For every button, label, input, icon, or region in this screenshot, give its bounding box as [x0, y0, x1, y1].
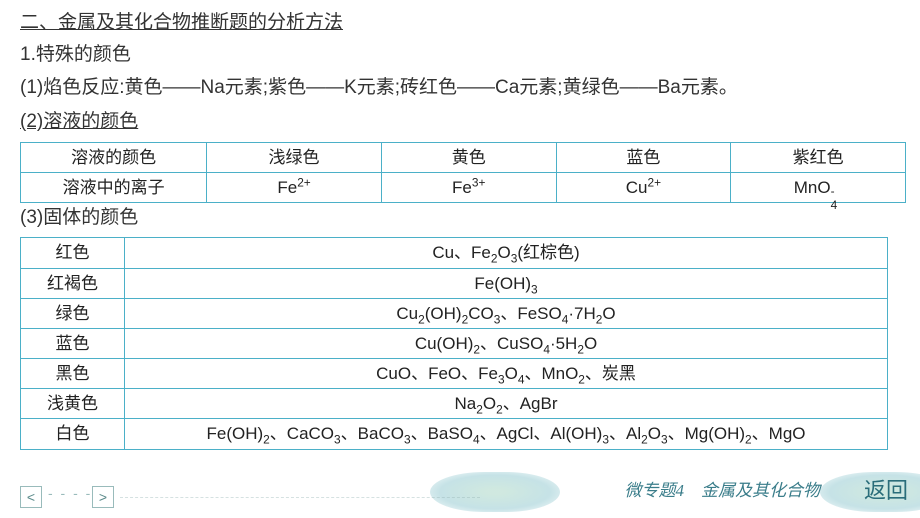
cell: Fe(OH)2、CaCO3、BaCO3、BaSO4、AgCl、Al(OH)3、A…	[125, 419, 888, 449]
cell: 黑色	[21, 359, 125, 389]
cell: Cu(OH)2、CuSO4·5H2O	[125, 328, 888, 358]
footer: < - - - - > 微专题4 金属及其化合物 返回	[0, 472, 920, 512]
cell: 蓝色	[21, 328, 125, 358]
next-button[interactable]: >	[92, 486, 114, 508]
solid-color-table: 红色Cu、Fe2O3(红棕色) 红褐色Fe(OH)3 绿色Cu2(OH)2CO3…	[20, 237, 888, 449]
solution-color-table: 溶液的颜色 浅绿色 黄色 蓝色 紫红色 溶液中的离子 Fe2+ Fe3+ Cu2…	[20, 142, 906, 203]
cell: 紫红色	[731, 142, 906, 172]
cell: Cu、Fe2O3(红棕色)	[125, 238, 888, 268]
table-row: 红褐色Fe(OH)3	[21, 268, 888, 298]
section-title: 二、金属及其化合物推断题的分析方法	[20, 8, 906, 38]
cell: MnO-4	[731, 172, 906, 202]
cell: 黄色	[381, 142, 556, 172]
page-tag: 微专题4 金属及其化合物	[625, 477, 821, 504]
cell: 溶液的颜色	[21, 142, 207, 172]
prev-button[interactable]: <	[20, 486, 42, 508]
cell: 浅黄色	[21, 389, 125, 419]
cell: Fe(OH)3	[125, 268, 888, 298]
cell: Cu2(OH)2CO3、FeSO4·7H2O	[125, 298, 888, 328]
sub-heading-1: 1.特殊的颜色	[20, 40, 906, 70]
cell: 浅绿色	[207, 142, 382, 172]
cell: 红色	[21, 238, 125, 268]
cell: 溶液中的离子	[21, 172, 207, 202]
flame-reaction-line: (1)焰色反应:黄色——Na元素;紫色——K元素;砖红色——Ca元素;黄绿色——…	[20, 73, 906, 103]
sub-heading-solid: (3)固体的颜色	[20, 203, 906, 233]
table-row: 浅黄色Na2O2、AgBr	[21, 389, 888, 419]
cell: Fe2+	[207, 172, 382, 202]
sub-heading-solution: (2)溶液的颜色	[20, 107, 906, 137]
nav-dots: - - - -	[48, 482, 92, 504]
cell: 白色	[21, 419, 125, 449]
back-button[interactable]: 返回	[864, 473, 908, 508]
table-row: 溶液中的离子 Fe2+ Fe3+ Cu2+ MnO-4	[21, 172, 906, 202]
table-row: 红色Cu、Fe2O3(红棕色)	[21, 238, 888, 268]
table-row: 绿色Cu2(OH)2CO3、FeSO4·7H2O	[21, 298, 888, 328]
cell: 绿色	[21, 298, 125, 328]
table-row: 白色Fe(OH)2、CaCO3、BaCO3、BaSO4、AgCl、Al(OH)3…	[21, 419, 888, 449]
cell: 红褐色	[21, 268, 125, 298]
cell: Fe3+	[381, 172, 556, 202]
cell: 蓝色	[556, 142, 731, 172]
cell: Na2O2、AgBr	[125, 389, 888, 419]
decorative-petal	[430, 472, 560, 512]
cell: Cu2+	[556, 172, 731, 202]
table-row: 蓝色Cu(OH)2、CuSO4·5H2O	[21, 328, 888, 358]
decorative-line	[120, 497, 480, 498]
cell: CuO、FeO、Fe3O4、MnO2、炭黑	[125, 359, 888, 389]
table-row: 黑色CuO、FeO、Fe3O4、MnO2、炭黑	[21, 359, 888, 389]
table-row: 溶液的颜色 浅绿色 黄色 蓝色 紫红色	[21, 142, 906, 172]
